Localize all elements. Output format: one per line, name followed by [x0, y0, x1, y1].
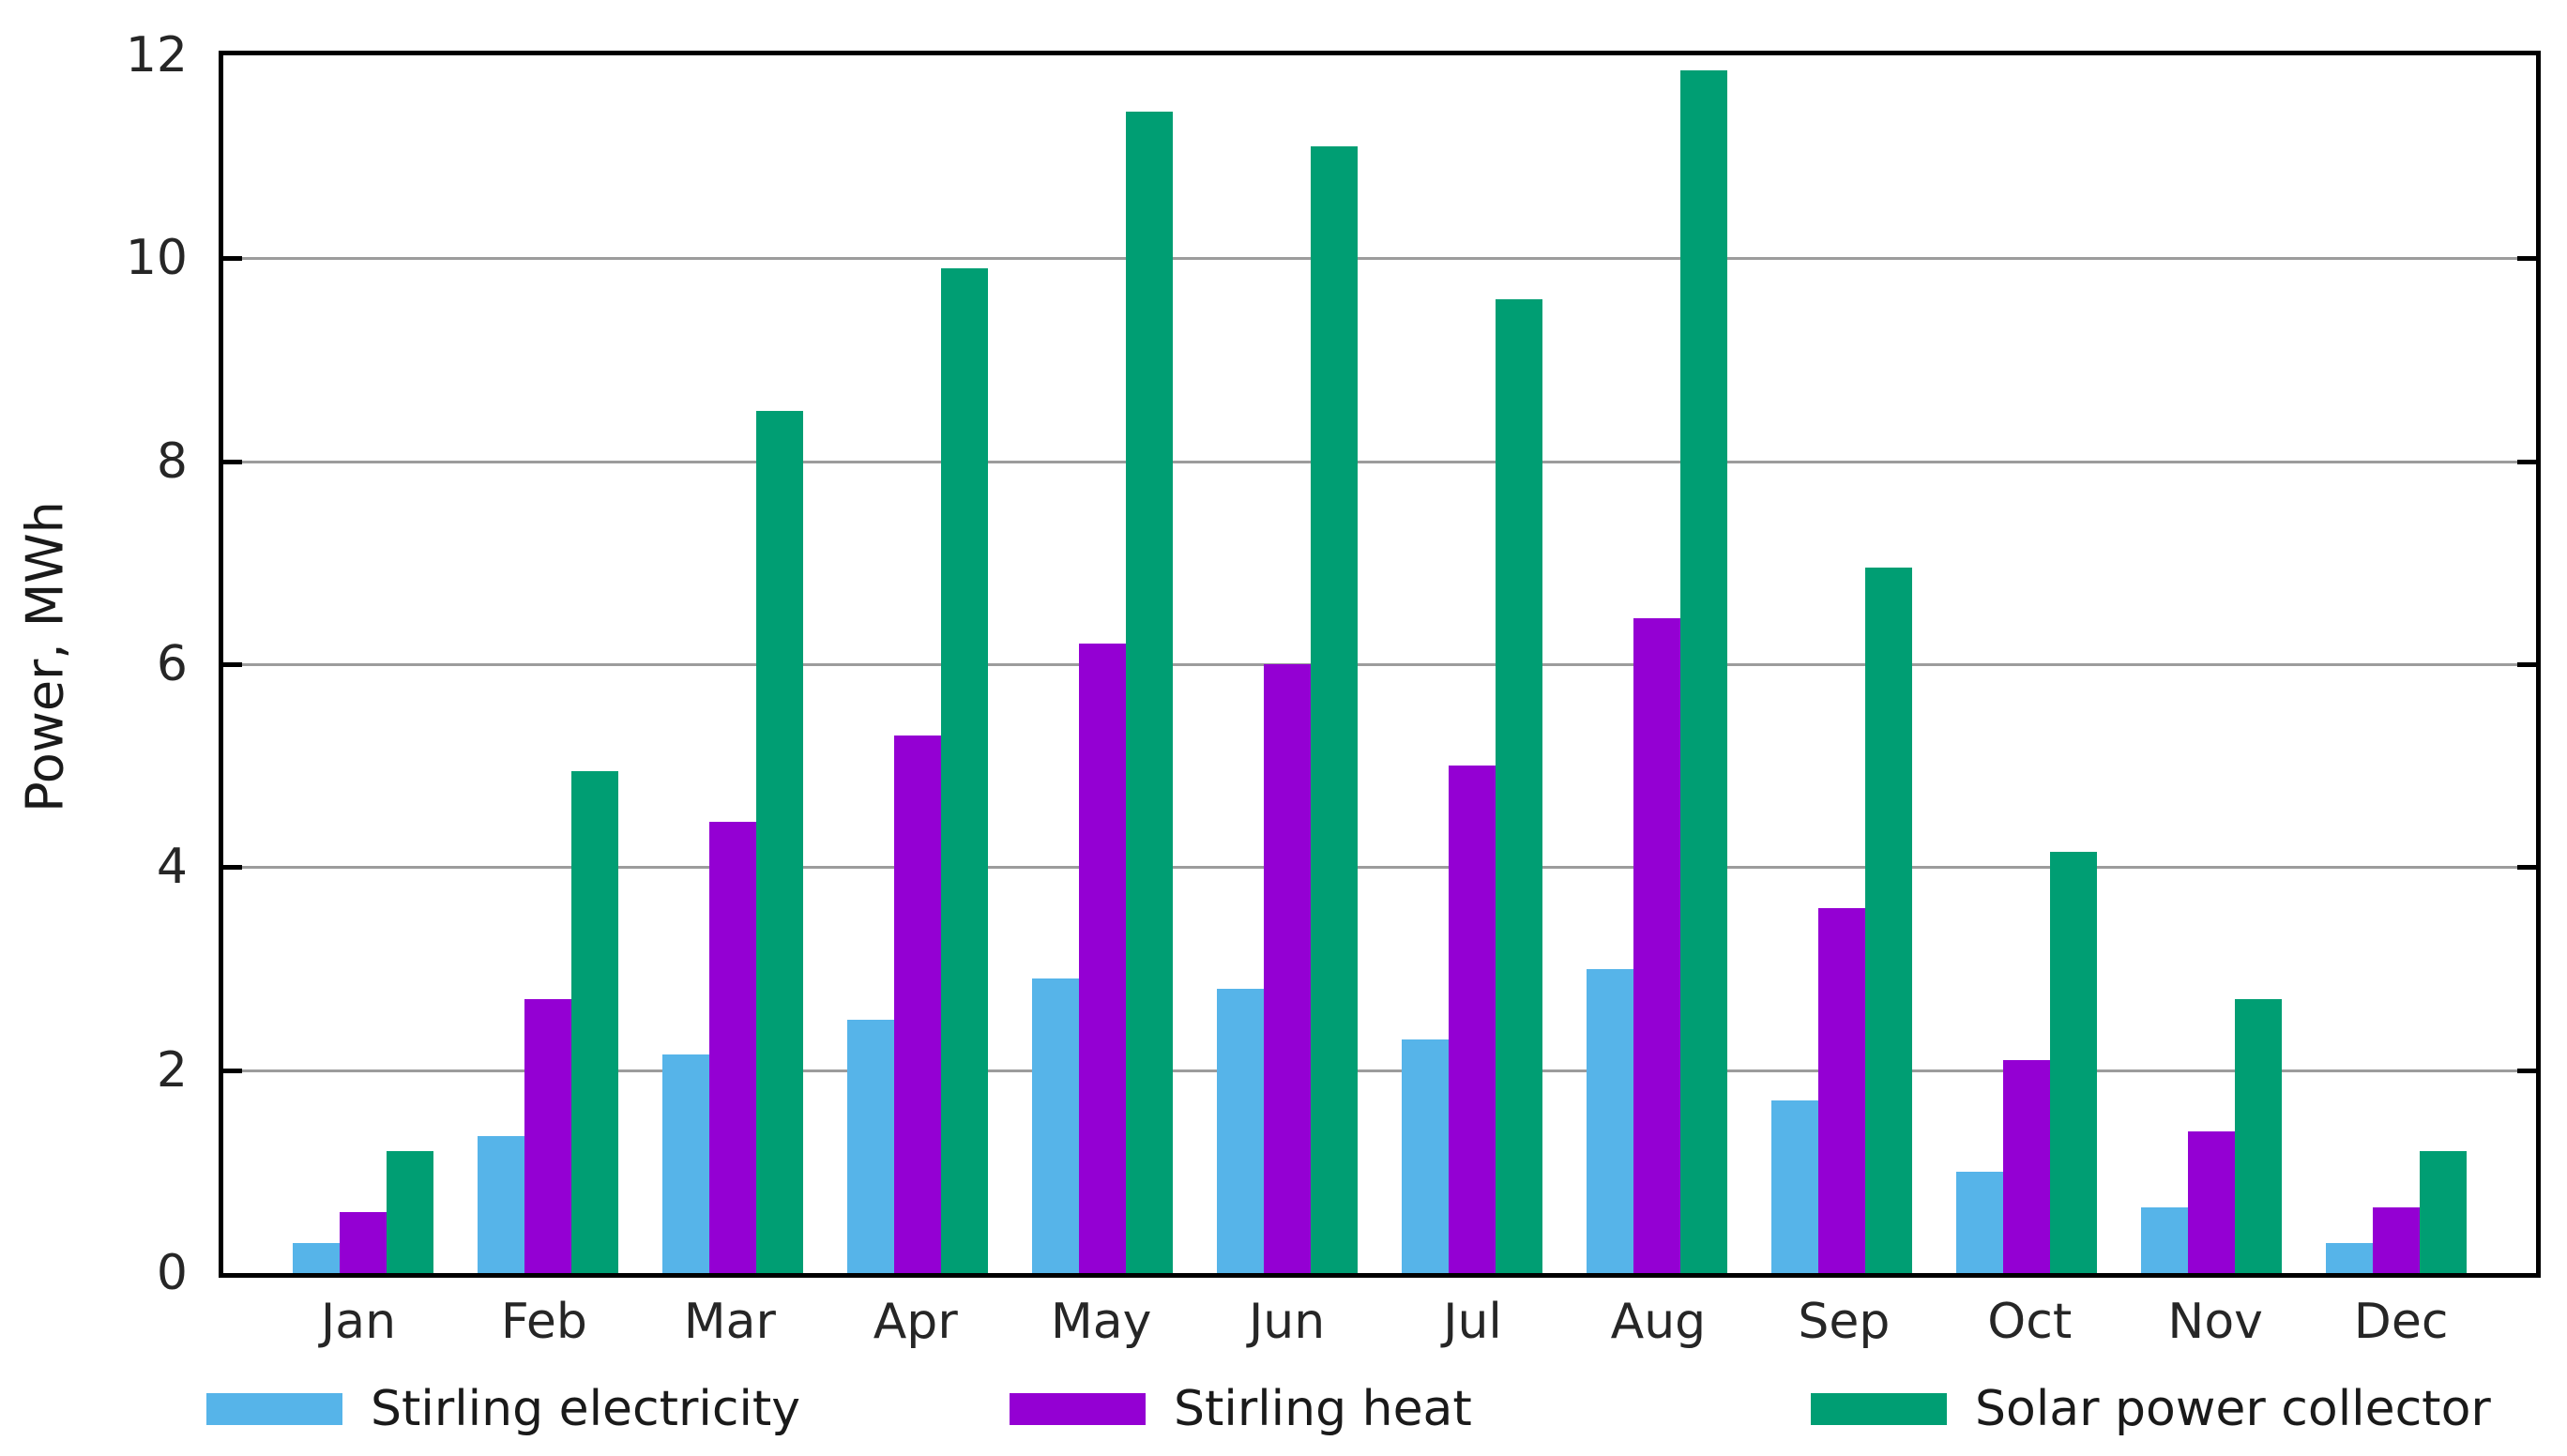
bar-sep-stirling-heat — [1818, 907, 1866, 1273]
bar-nov-stirling-electricity — [2141, 1206, 2189, 1273]
bar-groups — [223, 55, 2536, 1273]
bar-may-stirling-heat — [1078, 644, 1126, 1273]
bar-apr-stirling-heat — [893, 735, 941, 1273]
bar-jul-solar-power-collector — [1496, 298, 1542, 1273]
bar-oct-stirling-heat — [2003, 1059, 2051, 1273]
y-tick-left-4 — [223, 865, 242, 871]
x-tick-label-may: May — [1050, 1294, 1152, 1350]
legend-swatch-icon — [206, 1393, 342, 1425]
bar-feb-stirling-heat — [524, 998, 571, 1273]
bar-aug-solar-power-collector — [1680, 70, 1728, 1273]
bar-nov-stirling-heat — [2188, 1130, 2236, 1273]
y-tick-left-6 — [223, 662, 242, 667]
bar-jun-solar-power-collector — [1310, 146, 1358, 1273]
bar-jan-solar-power-collector — [386, 1151, 433, 1273]
y-tick-left-8 — [223, 459, 242, 464]
y-tick-right-6 — [2517, 662, 2536, 667]
y-tick-label-4: 4 — [156, 839, 188, 896]
plot-area — [219, 51, 2541, 1278]
x-axis-tick-labels: Jan Feb Mar Apr May Jun Jul Aug Sep Oct Nov Dec — [219, 1293, 2541, 1351]
gridline-y4 — [223, 866, 2536, 870]
x-tick-label-apr: Apr — [873, 1294, 958, 1350]
x-tick-label-dec: Dec — [2353, 1294, 2449, 1350]
bar-group-nov — [2119, 55, 2304, 1273]
y-tick-right-2 — [2517, 1068, 2536, 1073]
bar-jul-stirling-electricity — [1402, 1039, 1449, 1273]
bar-group-may — [1010, 55, 1194, 1273]
x-tick-label-nov: Nov — [2167, 1294, 2263, 1350]
bar-nov-solar-power-collector — [2235, 998, 2283, 1273]
bar-group-aug — [1565, 55, 1750, 1273]
y-tick-label-0: 0 — [156, 1245, 188, 1301]
bar-dec-stirling-electricity — [2326, 1242, 2374, 1273]
y-tick-label-12: 12 — [125, 27, 188, 83]
gridline-y6 — [223, 663, 2536, 666]
bar-apr-stirling-electricity — [846, 1019, 894, 1273]
gridline-y10 — [223, 257, 2536, 261]
bar-oct-solar-power-collector — [2050, 852, 2098, 1273]
bar-group-jan — [270, 55, 455, 1273]
bar-group-apr — [825, 55, 1010, 1273]
x-tick-label-jan: Jan — [320, 1294, 397, 1350]
legend-label: Stirling electricity — [371, 1381, 801, 1437]
bar-group-feb — [455, 55, 640, 1273]
bar-aug-stirling-heat — [1633, 618, 1681, 1273]
legend-swatch-icon — [1811, 1393, 1947, 1425]
bar-mar-solar-power-collector — [755, 410, 803, 1273]
bar-feb-stirling-electricity — [477, 1135, 524, 1273]
bar-jan-stirling-heat — [339, 1212, 387, 1273]
bar-sep-solar-power-collector — [1865, 568, 1913, 1273]
x-tick-label-jul: Jul — [1443, 1294, 1502, 1350]
x-tick-label-aug: Aug — [1610, 1294, 1707, 1350]
x-tick-label-oct: Oct — [1987, 1294, 2073, 1350]
legend-entry-solar-power-collector: Solar power collector — [1811, 1383, 2491, 1435]
bar-dec-solar-power-collector — [2420, 1151, 2468, 1273]
bar-mar-stirling-heat — [708, 821, 756, 1273]
y-tick-left-2 — [223, 1068, 242, 1073]
bar-sep-stirling-electricity — [1771, 1100, 1819, 1273]
gridline-y2 — [223, 1069, 2536, 1072]
bar-jul-stirling-heat — [1449, 766, 1496, 1273]
bar-group-jun — [1194, 55, 1379, 1273]
x-tick-label-sep: Sep — [1798, 1294, 1891, 1350]
bar-group-sep — [1750, 55, 1935, 1273]
bar-group-dec — [2304, 55, 2489, 1273]
bar-may-solar-power-collector — [1125, 111, 1173, 1273]
bar-group-mar — [640, 55, 825, 1273]
legend-entry-stirling-electricity: Stirling electricity — [206, 1383, 800, 1435]
y-tick-label-6: 6 — [156, 636, 188, 692]
y-tick-right-8 — [2517, 459, 2536, 464]
x-tick-label-jun: Jun — [1248, 1294, 1326, 1350]
y-tick-label-2: 2 — [156, 1041, 188, 1099]
legend-swatch-icon — [1010, 1393, 1146, 1425]
legend-label: Solar power collector — [1975, 1381, 2491, 1437]
bar-feb-solar-power-collector — [570, 770, 618, 1273]
bar-aug-stirling-electricity — [1587, 968, 1634, 1273]
bar-oct-stirling-electricity — [1956, 1171, 2004, 1273]
gridline-y8 — [223, 460, 2536, 463]
bar-group-oct — [1935, 55, 2119, 1273]
bar-may-stirling-electricity — [1031, 978, 1079, 1273]
y-tick-left-10 — [223, 256, 242, 262]
bar-apr-solar-power-collector — [940, 268, 988, 1273]
bar-dec-stirling-heat — [2373, 1206, 2421, 1273]
bar-jun-stirling-electricity — [1216, 989, 1264, 1273]
y-tick-right-10 — [2517, 256, 2536, 262]
x-tick-label-feb: Feb — [500, 1294, 587, 1350]
bar-group-jul — [1379, 55, 1564, 1273]
bar-jun-stirling-heat — [1263, 664, 1311, 1273]
x-tick-label-mar: Mar — [683, 1294, 776, 1350]
y-tick-label-10: 10 — [125, 230, 188, 287]
bar-mar-stirling-electricity — [661, 1054, 709, 1273]
y-tick-label-8: 8 — [156, 432, 188, 490]
y-tick-right-4 — [2517, 865, 2536, 871]
legend-label: Stirling heat — [1174, 1381, 1472, 1437]
bar-jan-stirling-electricity — [292, 1242, 340, 1273]
legend-entry-stirling-heat: Stirling heat — [1010, 1383, 1472, 1435]
